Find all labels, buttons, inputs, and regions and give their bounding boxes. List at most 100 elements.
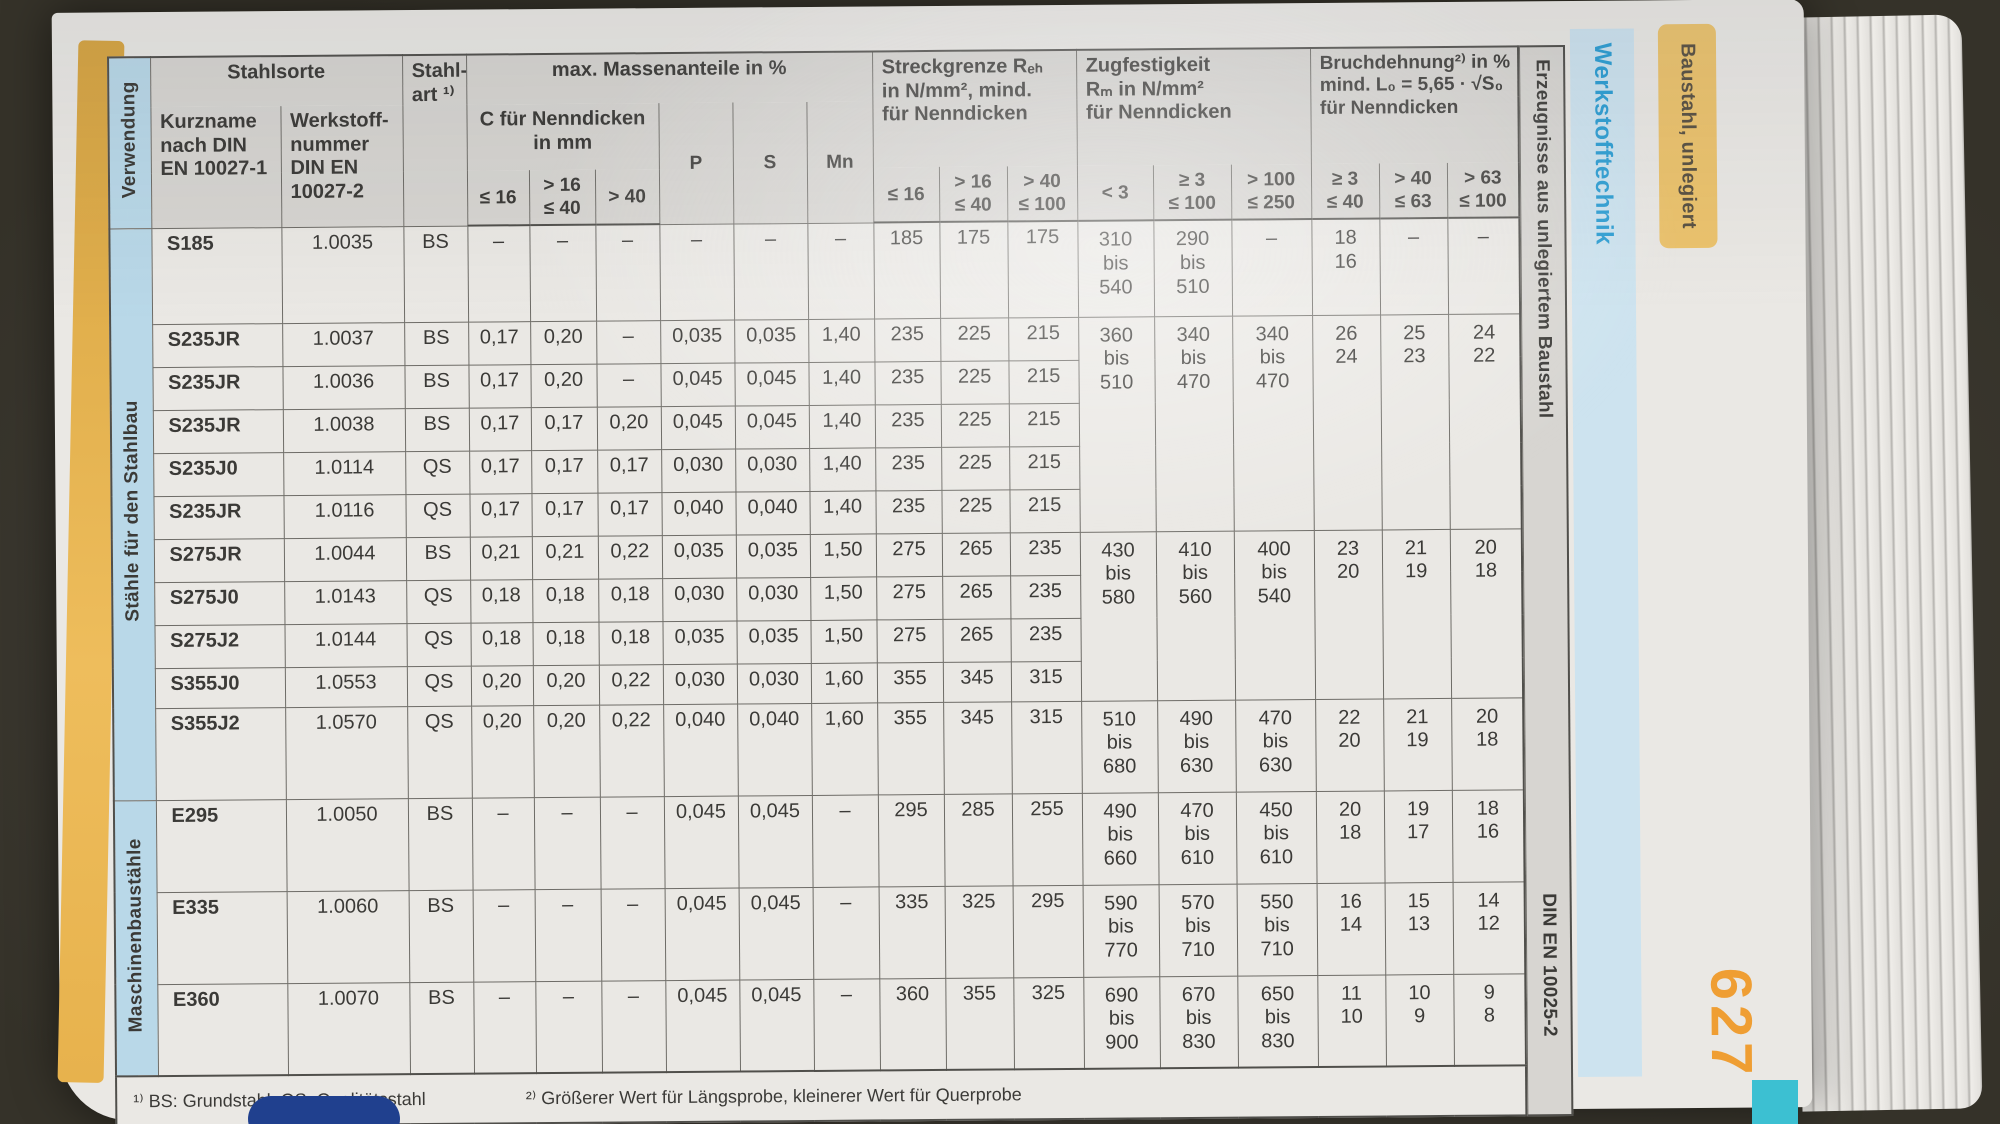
cell-stahlart: QS <box>405 493 470 538</box>
cell-zugfestigkeit: 340 bis 470 <box>1232 315 1314 531</box>
cell-c2: 0,20 <box>530 363 597 408</box>
c-tick-1: ≤ 16 <box>466 170 530 226</box>
cell-streck3: 215 <box>1008 403 1080 447</box>
cell-bruchdehnung: 23 20 <box>1313 529 1384 700</box>
cell-stahlart: QS <box>406 579 471 624</box>
cell-stahlart: BS <box>403 225 469 323</box>
cell-c3: – <box>596 320 661 364</box>
cell-zugfestigkeit: 550 bis 710 <box>1236 883 1318 976</box>
cell-bruchdehnung: 24 22 <box>1448 313 1522 530</box>
verwendung-header-cell: Verwendung <box>108 57 152 229</box>
cell-p: 0,040 <box>663 703 738 797</box>
cell-s: 0,035 <box>735 534 811 578</box>
cell-c3: 0,17 <box>597 492 662 536</box>
cell-c2: 0,17 <box>531 449 598 494</box>
cell-kurzname: E295 <box>155 799 287 893</box>
cell-zugfestigkeit: 340 bis 470 <box>1154 315 1234 532</box>
cell-streck2: 285 <box>943 793 1013 887</box>
c-tick-3: > 40 <box>594 169 660 225</box>
din-standard-label: DIN EN 10025-2 <box>1538 892 1561 1037</box>
cell-streck1: 275 <box>875 533 943 577</box>
header-row-groups: Verwendung Stahlsorte Stahl- art ¹⁾ max.… <box>108 46 1519 229</box>
stahlsorte-header: Stahlsorte <box>150 55 403 108</box>
cell-mn: 1,40 <box>809 447 876 492</box>
cell-c3: 0,22 <box>599 704 664 797</box>
streckgrenze-header: Streckgrenze Rₑₕ in N/mm², mind. für Nen… <box>872 49 1077 168</box>
cell-s: 0,030 <box>735 448 810 492</box>
baustahl-label: Baustahl, unlegiert <box>1676 43 1700 229</box>
cell-mn: – <box>811 794 879 888</box>
cell-p: 0,045 <box>665 979 741 1073</box>
cell-p: 0,030 <box>661 448 736 493</box>
cell-c1: 0,21 <box>469 536 533 580</box>
cell-c1: 0,17 <box>468 364 531 408</box>
cell-p: 0,035 <box>662 620 737 665</box>
cell-streck2: 265 <box>942 575 1011 620</box>
cell-streck3: 325 <box>1013 977 1085 1070</box>
cell-stahlart: BS <box>405 536 471 581</box>
cell-bruchdehnung: 16 14 <box>1316 882 1386 976</box>
cell-zugfestigkeit: 410 bis 560 <box>1155 530 1236 701</box>
verwendung-cell: Stähle für den Stahlbau <box>109 228 156 801</box>
cell-bruchdehnung: 9 8 <box>1453 973 1527 1067</box>
right-strip: Erzeugnisse aus unlegiertem Baustahl DIN… <box>1519 45 1574 1117</box>
table-row: E335 1.0060 BS – – –0,045 0,045–335 325 295 590 b… <box>115 881 1526 985</box>
table-row: Maschinenbaustähle E295 1.0050 BS – – –0,045 0,… <box>113 789 1525 1077</box>
cell-bruchdehnung: 26 24 <box>1312 314 1382 531</box>
cell-bruchdehnung: 21 19 <box>1383 698 1452 791</box>
cell-kurzname: S185 <box>151 227 283 325</box>
cell-mn: – <box>813 978 881 1072</box>
zug-tick-2: ≥ 3 ≤ 100 <box>1152 164 1232 221</box>
cell-kurzname: S355J2 <box>155 707 286 801</box>
cell-c1: 0,17 <box>468 407 532 451</box>
steel-table: Verwendung Stahlsorte Stahl- art ¹⁾ max.… <box>107 45 1528 1124</box>
cell-stahlart: QS <box>405 450 470 495</box>
cell-werkstoffnummer: 1.0114 <box>283 451 406 496</box>
mn-header: Mn <box>806 101 874 224</box>
verwendung-cell: Maschinenbaustähle <box>113 800 159 1077</box>
cell-p: 0,045 <box>660 405 736 450</box>
zugfestigkeit-header: Zugfestigkeit Rₘ in N/mm² für Nenndicken <box>1076 48 1311 166</box>
cell-c2: – <box>534 888 602 982</box>
cell-c1: 0,17 <box>468 321 531 365</box>
cell-c3: – <box>599 796 665 889</box>
cell-mn: 1,50 <box>810 619 877 664</box>
cell-werkstoffnummer: 1.0143 <box>284 580 407 625</box>
cell-bruchdehnung: 15 13 <box>1384 882 1454 975</box>
cell-mn: – <box>807 222 875 320</box>
cell-streck3: 175 <box>1007 221 1079 318</box>
cell-streck1: 185 <box>873 222 941 319</box>
cell-werkstoffnummer: 1.0037 <box>282 322 405 367</box>
cell-c2: – <box>529 224 597 322</box>
verwendung-header-label: Verwendung <box>118 81 141 199</box>
stahlart-header: Stahl- art ¹⁾ <box>402 54 468 227</box>
erzeugnisse-label: Erzeugnisse aus unlegiertem Baustahl <box>1531 59 1556 419</box>
cell-werkstoffnummer: 1.0038 <box>282 408 406 453</box>
cell-zugfestigkeit: 360 bis 510 <box>1078 316 1156 533</box>
cell-streck3: 215 <box>1009 489 1080 533</box>
cell-c1: 0,20 <box>471 705 534 798</box>
table-row: Stähle für den Stahlbau S185 1.0035 BS – – – – –… <box>109 217 1521 801</box>
steel-table-wrap: Verwendung Stahlsorte Stahl- art ¹⁾ max.… <box>107 45 1574 1124</box>
cell-c1: – <box>471 797 535 890</box>
werkstofftechnik-band: Werkstofftechnik <box>1569 28 1643 1077</box>
c-tick-2: > 16 ≤ 40 <box>528 169 596 226</box>
cell-bruchdehnung: – <box>1379 218 1449 315</box>
cell-stahlart: BS <box>407 797 473 891</box>
cell-streck1: 360 <box>879 978 947 1071</box>
cell-p: 0,035 <box>661 534 737 579</box>
cell-bruchdehnung: 19 17 <box>1383 790 1453 883</box>
cell-c2: 0,18 <box>532 578 599 623</box>
cell-s: – <box>733 223 809 320</box>
cell-s: 0,045 <box>734 362 809 406</box>
bruchdehnung-header: Bruchdehnung²⁾ in % mind. L₀ = 5,65 · √S… <box>1310 46 1519 165</box>
cell-stahlart: QS <box>407 705 472 799</box>
kurzname-header: Kurzname nach DIN EN 10027-1 <box>150 106 282 229</box>
cell-werkstoffnummer: 1.0553 <box>284 666 408 708</box>
cell-mn: 1,50 <box>809 533 877 578</box>
cell-p: 0,030 <box>662 663 738 705</box>
cell-zugfestigkeit: 590 bis 770 <box>1082 884 1160 978</box>
cell-s: 0,045 <box>734 405 810 449</box>
cell-zugfestigkeit: 470 bis 630 <box>1235 699 1316 792</box>
cell-streck1: 235 <box>874 318 941 362</box>
